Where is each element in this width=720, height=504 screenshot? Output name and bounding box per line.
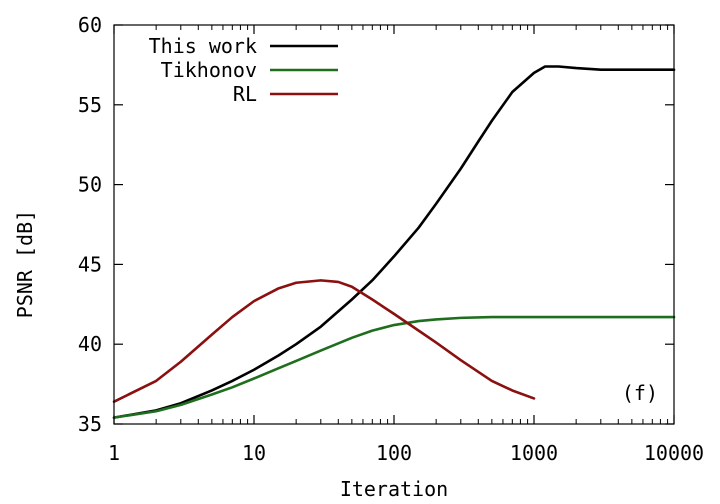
x-axis-label: Iteration [340, 477, 448, 501]
axes: 1 10 100 1000 10000 35 40 45 50 55 60 [78, 13, 704, 465]
x-tick-label: 1000 [510, 441, 558, 465]
y-axis-label: PSNR [dB] [13, 210, 37, 318]
legend-label: This work [149, 34, 257, 58]
y-tick-label: 55 [78, 93, 102, 117]
plot-frame [113, 24, 675, 425]
series-line-this-work [112, 65, 676, 419]
x-tick-label: 100 [376, 441, 412, 465]
legend-label: Tikhonov [161, 58, 257, 82]
x-tick-label: 10000 [644, 441, 704, 465]
y-tick-label: 60 [78, 13, 102, 37]
y-tick-label: 45 [78, 252, 102, 276]
y-tick-label: 50 [78, 173, 102, 197]
y-tick-label: 40 [78, 332, 102, 356]
panel-annotation: (f) [622, 381, 658, 405]
x-tick-label: 10 [242, 441, 266, 465]
legend-label: RL [233, 82, 257, 106]
series-line-tikhonov [112, 315, 676, 419]
y-tick-label: 35 [78, 412, 102, 436]
plot-area [112, 65, 676, 419]
x-tick-label: 1 [108, 441, 120, 465]
series-line-rl [112, 279, 536, 403]
